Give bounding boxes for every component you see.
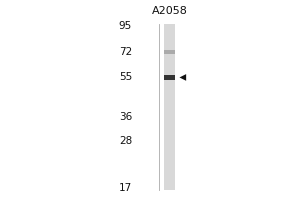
Text: 36: 36 <box>119 112 132 122</box>
Bar <box>164 24 175 190</box>
Text: A2058: A2058 <box>152 6 188 16</box>
Text: 95: 95 <box>119 21 132 31</box>
Text: 28: 28 <box>119 136 132 146</box>
Bar <box>164 50 175 54</box>
Bar <box>164 75 175 80</box>
Text: 17: 17 <box>119 183 132 193</box>
Text: 72: 72 <box>119 47 132 57</box>
Text: 55: 55 <box>119 72 132 82</box>
